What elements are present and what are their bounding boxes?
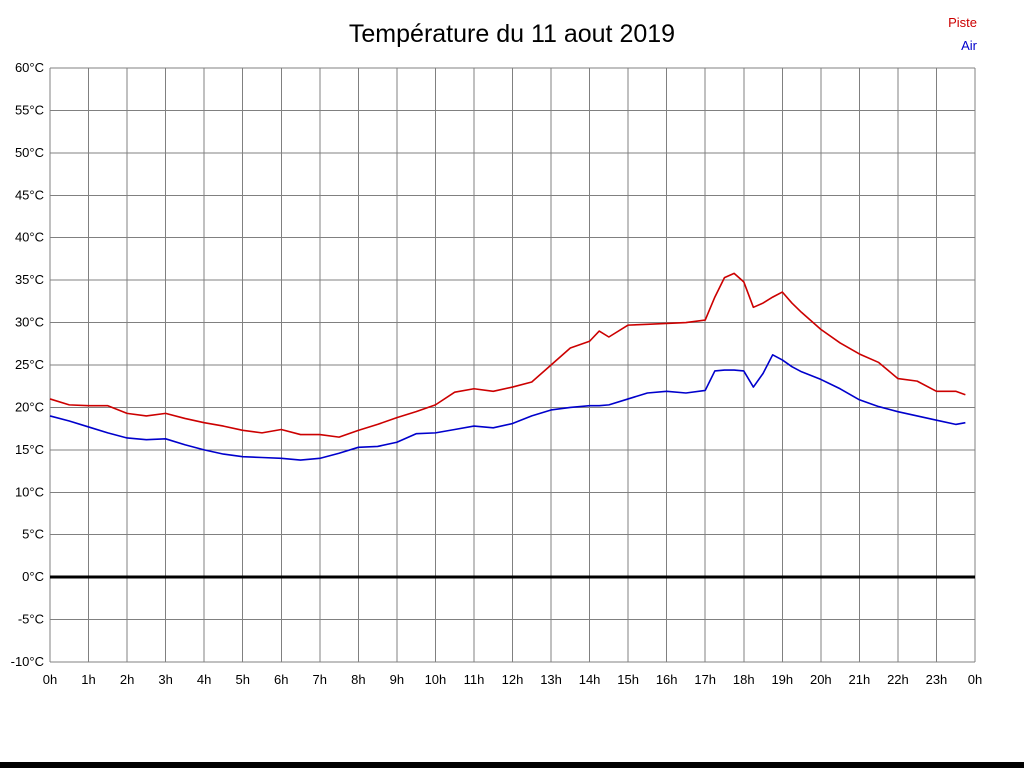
legend-item-piste: Piste [948, 15, 977, 30]
x-tick-label: 0h [43, 672, 57, 687]
y-tick-label: 20°C [15, 399, 44, 414]
x-tick-label: 15h [617, 672, 639, 687]
x-tick-label: 1h [81, 672, 95, 687]
x-tick-label: 9h [390, 672, 404, 687]
y-tick-label: 15°C [15, 442, 44, 457]
legend-item-air: Air [961, 38, 977, 53]
y-tick-label: 0°C [22, 569, 44, 584]
y-tick-label: 25°C [15, 357, 44, 372]
x-tick-label: 21h [849, 672, 871, 687]
x-tick-label: 12h [502, 672, 524, 687]
x-tick-label: 5h [235, 672, 249, 687]
x-tick-label: 10h [425, 672, 447, 687]
x-tick-label: 7h [313, 672, 327, 687]
y-tick-label: -10°C [11, 654, 44, 669]
bottom-border [0, 762, 1024, 768]
series-piste-line [49, 272, 966, 438]
y-tick-label: 55°C [15, 102, 44, 117]
legend: Piste Air [948, 11, 977, 57]
y-tick-label: 5°C [22, 527, 44, 542]
x-tick-label: 13h [540, 672, 562, 687]
x-tick-label: 8h [351, 672, 365, 687]
y-tick-label: 60°C [15, 60, 44, 75]
x-tick-label: 11h [464, 672, 485, 687]
series-air-line [49, 354, 966, 461]
y-tick-label: 40°C [15, 230, 44, 245]
x-tick-label: 4h [197, 672, 211, 687]
y-tick-label: 35°C [15, 272, 44, 287]
x-tick-label: 2h [120, 672, 134, 687]
y-tick-label: -5°C [18, 612, 44, 627]
x-tick-label: 22h [887, 672, 909, 687]
x-tick-label: 17h [694, 672, 716, 687]
x-tick-label: 14h [579, 672, 601, 687]
y-tick-label: 45°C [15, 187, 44, 202]
y-tick-label: 30°C [15, 315, 44, 330]
chart-title: Température du 11 aout 2019 [348, 20, 676, 48]
x-tick-label: 23h [926, 672, 948, 687]
x-tick-label: 0h [968, 672, 982, 687]
x-tick-label: 3h [158, 672, 172, 687]
y-tick-label: 50°C [15, 145, 44, 160]
x-tick-label: 18h [733, 672, 755, 687]
x-tick-label: 20h [810, 672, 832, 687]
x-tick-label: 19h [771, 672, 793, 687]
x-tick-label: 16h [656, 672, 678, 687]
y-tick-label: 10°C [15, 484, 44, 499]
x-tick-label: 6h [274, 672, 288, 687]
